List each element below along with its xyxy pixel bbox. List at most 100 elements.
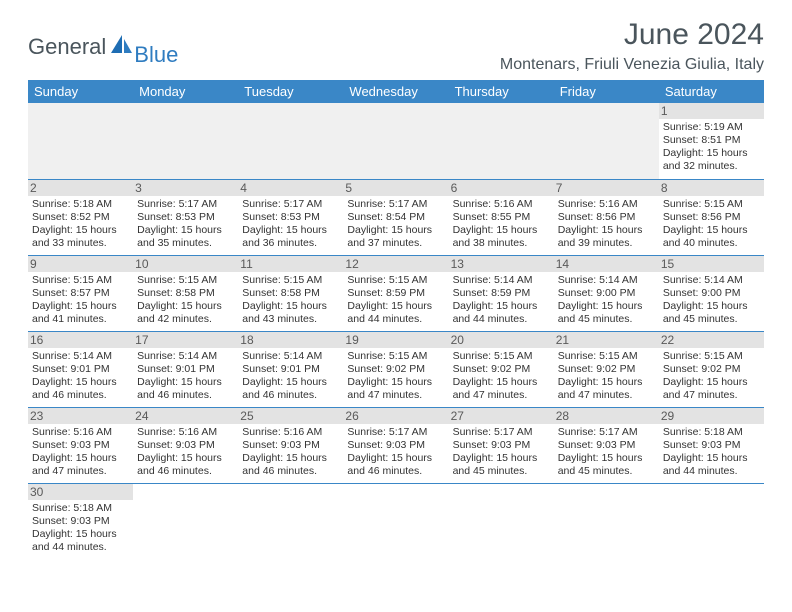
sunset-text: Sunset: 8:53 PM xyxy=(137,211,234,224)
daylight-text: Daylight: 15 hours and 46 minutes. xyxy=(137,452,234,478)
calendar-cell xyxy=(554,483,659,559)
title-block: June 2024 Montenars, Friuli Venezia Giul… xyxy=(500,18,764,74)
daylight-text: Daylight: 15 hours and 47 minutes. xyxy=(663,376,760,402)
day-info: Sunrise: 5:14 AMSunset: 9:00 PMDaylight:… xyxy=(663,274,760,327)
sunrise-text: Sunrise: 5:17 AM xyxy=(347,198,444,211)
calendar-cell: 2Sunrise: 5:18 AMSunset: 8:52 PMDaylight… xyxy=(28,179,133,255)
day-info: Sunrise: 5:15 AMSunset: 9:02 PMDaylight:… xyxy=(453,350,550,403)
daylight-text: Daylight: 15 hours and 45 minutes. xyxy=(558,452,655,478)
calendar-cell: 18Sunrise: 5:14 AMSunset: 9:01 PMDayligh… xyxy=(238,331,343,407)
day-number: 1 xyxy=(659,103,764,119)
sunset-text: Sunset: 9:03 PM xyxy=(347,439,444,452)
day-info: Sunrise: 5:16 AMSunset: 9:03 PMDaylight:… xyxy=(32,426,129,479)
calendar-cell: 11Sunrise: 5:15 AMSunset: 8:58 PMDayligh… xyxy=(238,255,343,331)
calendar-cell: 30Sunrise: 5:18 AMSunset: 9:03 PMDayligh… xyxy=(28,483,133,559)
day-info: Sunrise: 5:15 AMSunset: 9:02 PMDaylight:… xyxy=(663,350,760,403)
day-number: 27 xyxy=(449,408,554,424)
day-number: 20 xyxy=(449,332,554,348)
sunrise-text: Sunrise: 5:17 AM xyxy=(137,198,234,211)
daylight-text: Daylight: 15 hours and 38 minutes. xyxy=(453,224,550,250)
day-info: Sunrise: 5:15 AMSunset: 8:58 PMDaylight:… xyxy=(242,274,339,327)
daylight-text: Daylight: 15 hours and 47 minutes. xyxy=(558,376,655,402)
day-info: Sunrise: 5:14 AMSunset: 9:01 PMDaylight:… xyxy=(32,350,129,403)
calendar-cell xyxy=(343,103,448,179)
calendar-row: 9Sunrise: 5:15 AMSunset: 8:57 PMDaylight… xyxy=(28,255,764,331)
day-info: Sunrise: 5:18 AMSunset: 9:03 PMDaylight:… xyxy=(663,426,760,479)
sunrise-text: Sunrise: 5:16 AM xyxy=(453,198,550,211)
day-number: 17 xyxy=(133,332,238,348)
day-info: Sunrise: 5:14 AMSunset: 9:00 PMDaylight:… xyxy=(558,274,655,327)
sunset-text: Sunset: 8:56 PM xyxy=(663,211,760,224)
daylight-text: Daylight: 15 hours and 40 minutes. xyxy=(663,224,760,250)
sunset-text: Sunset: 9:03 PM xyxy=(558,439,655,452)
sunrise-text: Sunrise: 5:15 AM xyxy=(242,274,339,287)
calendar-cell: 23Sunrise: 5:16 AMSunset: 9:03 PMDayligh… xyxy=(28,407,133,483)
calendar-cell: 13Sunrise: 5:14 AMSunset: 8:59 PMDayligh… xyxy=(449,255,554,331)
sunrise-text: Sunrise: 5:14 AM xyxy=(32,350,129,363)
sunrise-text: Sunrise: 5:16 AM xyxy=(32,426,129,439)
sunrise-text: Sunrise: 5:14 AM xyxy=(663,274,760,287)
sunset-text: Sunset: 9:02 PM xyxy=(558,363,655,376)
day-number: 8 xyxy=(659,180,764,196)
calendar-cell: 16 Sunrise: 5:14 AMSunset: 9:01 PMDayligh… xyxy=(28,331,133,407)
sunrise-text: Sunrise: 5:14 AM xyxy=(558,274,655,287)
day-info: Sunrise: 5:16 AMSunset: 8:56 PMDaylight:… xyxy=(558,198,655,251)
sunrise-text: Sunrise: 5:17 AM xyxy=(242,198,339,211)
calendar-cell xyxy=(449,483,554,559)
daylight-text: Daylight: 15 hours and 45 minutes. xyxy=(453,452,550,478)
sunrise-text: Sunrise: 5:18 AM xyxy=(663,426,760,439)
daylight-text: Daylight: 15 hours and 46 minutes. xyxy=(242,376,339,402)
sunrise-text: Sunrise: 5:17 AM xyxy=(347,426,444,439)
calendar-cell xyxy=(554,103,659,179)
calendar-cell xyxy=(449,103,554,179)
day-info: Sunrise: 5:14 AMSunset: 9:01 PMDaylight:… xyxy=(137,350,234,403)
sunrise-text: Sunrise: 5:15 AM xyxy=(453,350,550,363)
day-info: Sunrise: 5:16 AMSunset: 8:55 PMDaylight:… xyxy=(453,198,550,251)
day-number: 3 xyxy=(133,180,238,196)
calendar-cell: 1Sunrise: 5:19 AMSunset: 8:51 PMDaylight… xyxy=(659,103,764,179)
calendar-cell: 25Sunrise: 5:16 AMSunset: 9:03 PMDayligh… xyxy=(238,407,343,483)
day-info: Sunrise: 5:17 AMSunset: 8:53 PMDaylight:… xyxy=(137,198,234,251)
calendar-cell: 19Sunrise: 5:15 AMSunset: 9:02 PMDayligh… xyxy=(343,331,448,407)
day-number: 22 xyxy=(659,332,764,348)
sunrise-text: Sunrise: 5:16 AM xyxy=(242,426,339,439)
calendar-cell xyxy=(28,103,133,179)
calendar-cell: 14 Sunrise: 5:14 AMSunset: 9:00 PMDayligh… xyxy=(554,255,659,331)
day-number: 9 xyxy=(28,256,133,272)
sunrise-text: Sunrise: 5:17 AM xyxy=(453,426,550,439)
day-info: Sunrise: 5:15 AMSunset: 8:56 PMDaylight:… xyxy=(663,198,760,251)
month-title: June 2024 xyxy=(500,18,764,52)
calendar-cell: 8 Sunrise: 5:15 AMSunset: 8:56 PMDaylight… xyxy=(659,179,764,255)
day-number: 14 xyxy=(554,256,659,272)
calendar-cell: 9Sunrise: 5:15 AMSunset: 8:57 PMDaylight… xyxy=(28,255,133,331)
day-info: Sunrise: 5:17 AMSunset: 8:53 PMDaylight:… xyxy=(242,198,339,251)
daylight-text: Daylight: 15 hours and 35 minutes. xyxy=(137,224,234,250)
weekday-header: Saturday xyxy=(659,80,764,103)
calendar-cell: 17 Sunrise: 5:14 AMSunset: 9:01 PMDayligh… xyxy=(133,331,238,407)
sunset-text: Sunset: 8:53 PM xyxy=(242,211,339,224)
calendar-row: 16Sunrise: 5:14 AMSunset: 9:01 PMDayligh… xyxy=(28,331,764,407)
day-info: Sunrise: 5:15 AMSunset: 9:02 PMDaylight:… xyxy=(558,350,655,403)
sunset-text: Sunset: 9:02 PM xyxy=(347,363,444,376)
sunset-text: Sunset: 8:59 PM xyxy=(347,287,444,300)
location-text: Montenars, Friuli Venezia Giulia, Italy xyxy=(500,56,764,74)
daylight-text: Daylight: 15 hours and 47 minutes. xyxy=(347,376,444,402)
daylight-text: Daylight: 15 hours and 43 minutes. xyxy=(242,300,339,326)
calendar-cell xyxy=(238,483,343,559)
day-info: Sunrise: 5:17 AMSunset: 8:54 PMDaylight:… xyxy=(347,198,444,251)
day-info: Sunrise: 5:14 AMSunset: 9:01 PMDaylight:… xyxy=(242,350,339,403)
sunset-text: Sunset: 8:56 PM xyxy=(558,211,655,224)
daylight-text: Daylight: 15 hours and 37 minutes. xyxy=(347,224,444,250)
calendar-cell: 24Sunrise: 5:16 AMSunset: 9:03 PMDayligh… xyxy=(133,407,238,483)
calendar-row: 1Sunrise: 5:19 AMSunset: 8:51 PMDaylight… xyxy=(28,103,764,179)
day-info: Sunrise: 5:18 AMSunset: 9:03 PMDaylight:… xyxy=(32,502,129,555)
day-number: 6 xyxy=(449,180,554,196)
day-number: 16 xyxy=(28,332,133,348)
brand-logo: General Blue xyxy=(28,26,178,68)
calendar-cell: 21Sunrise: 5:15 AMSunset: 9:02 PMDayligh… xyxy=(554,331,659,407)
calendar-cell: 27Sunrise: 5:17 AMSunset: 9:03 PMDayligh… xyxy=(449,407,554,483)
day-number: 7 xyxy=(554,180,659,196)
sunset-text: Sunset: 9:01 PM xyxy=(137,363,234,376)
weekday-header: Sunday xyxy=(28,80,133,103)
calendar-cell: 15Sunrise: 5:14 AMSunset: 9:00 PMDayligh… xyxy=(659,255,764,331)
